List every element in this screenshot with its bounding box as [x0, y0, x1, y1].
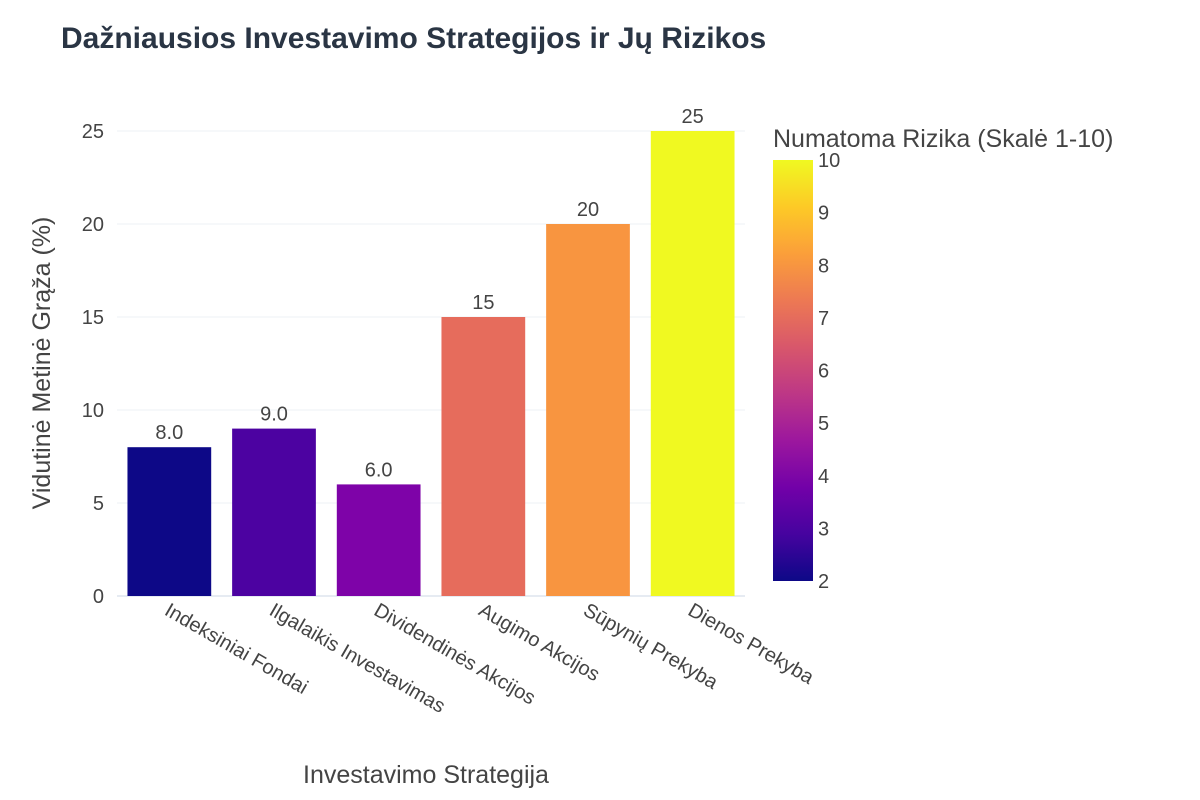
colorbar-tick-label: 9: [818, 203, 829, 225]
bar-value-label: 8.0: [155, 422, 183, 444]
y-tick-label: 10: [82, 400, 104, 422]
bar-value-label: 20: [577, 199, 599, 221]
colorbar-title: Numatoma Rizika (Skalė 1-10): [773, 125, 1113, 153]
colorbar: Numatoma Rizika (Skalė 1-10) 2 3 4 5 6 7 8 9 10: [773, 125, 1113, 593]
y-tick-label: 15: [82, 307, 104, 329]
y-tick-label: 5: [93, 493, 104, 515]
bar[interactable]: [336, 484, 421, 596]
bars: 8.0 9.0 6.0 15 20 25: [127, 106, 735, 596]
bar-value-label: 6.0: [365, 459, 393, 481]
y-tick-label: 0: [93, 586, 104, 608]
bar[interactable]: [127, 447, 212, 596]
y-axis-ticks: 0 5 10 15 20 25: [82, 121, 104, 608]
bar-value-label: 9.0: [260, 404, 288, 426]
colorbar-tick-label: 2: [818, 571, 829, 593]
gridlines: [117, 130, 745, 597]
bar-value-label: 25: [682, 106, 704, 128]
x-axis-title: Investavimo Strategija: [303, 761, 549, 789]
bar[interactable]: [232, 428, 316, 596]
colorbar-tick-label: 10: [818, 150, 840, 172]
chart-title: Dažniausios Investavimo Strategijos ir J…: [61, 22, 767, 55]
bar[interactable]: [546, 224, 630, 596]
colorbar-tick-label: 3: [818, 518, 829, 540]
y-axis-title: Vidutinė Metinė Grąža (%): [28, 217, 56, 510]
colorbar-tick-label: 5: [818, 413, 829, 435]
y-tick-label: 20: [82, 214, 104, 236]
colorbar-tick-label: 8: [818, 255, 829, 277]
bar[interactable]: [441, 317, 526, 596]
bar[interactable]: [650, 131, 735, 596]
x-tick-label: Ilgalaikis Investavimas: [266, 599, 449, 718]
colorbar-tick-label: 4: [818, 466, 829, 488]
y-tick-label: 25: [82, 121, 104, 143]
colorbar-tick-label: 6: [818, 361, 829, 383]
bar-value-label: 15: [472, 292, 494, 314]
colorbar-ticks: 2 3 4 5 6 7 8 9 10: [818, 150, 840, 593]
colorbar-tick-label: 7: [818, 308, 829, 330]
